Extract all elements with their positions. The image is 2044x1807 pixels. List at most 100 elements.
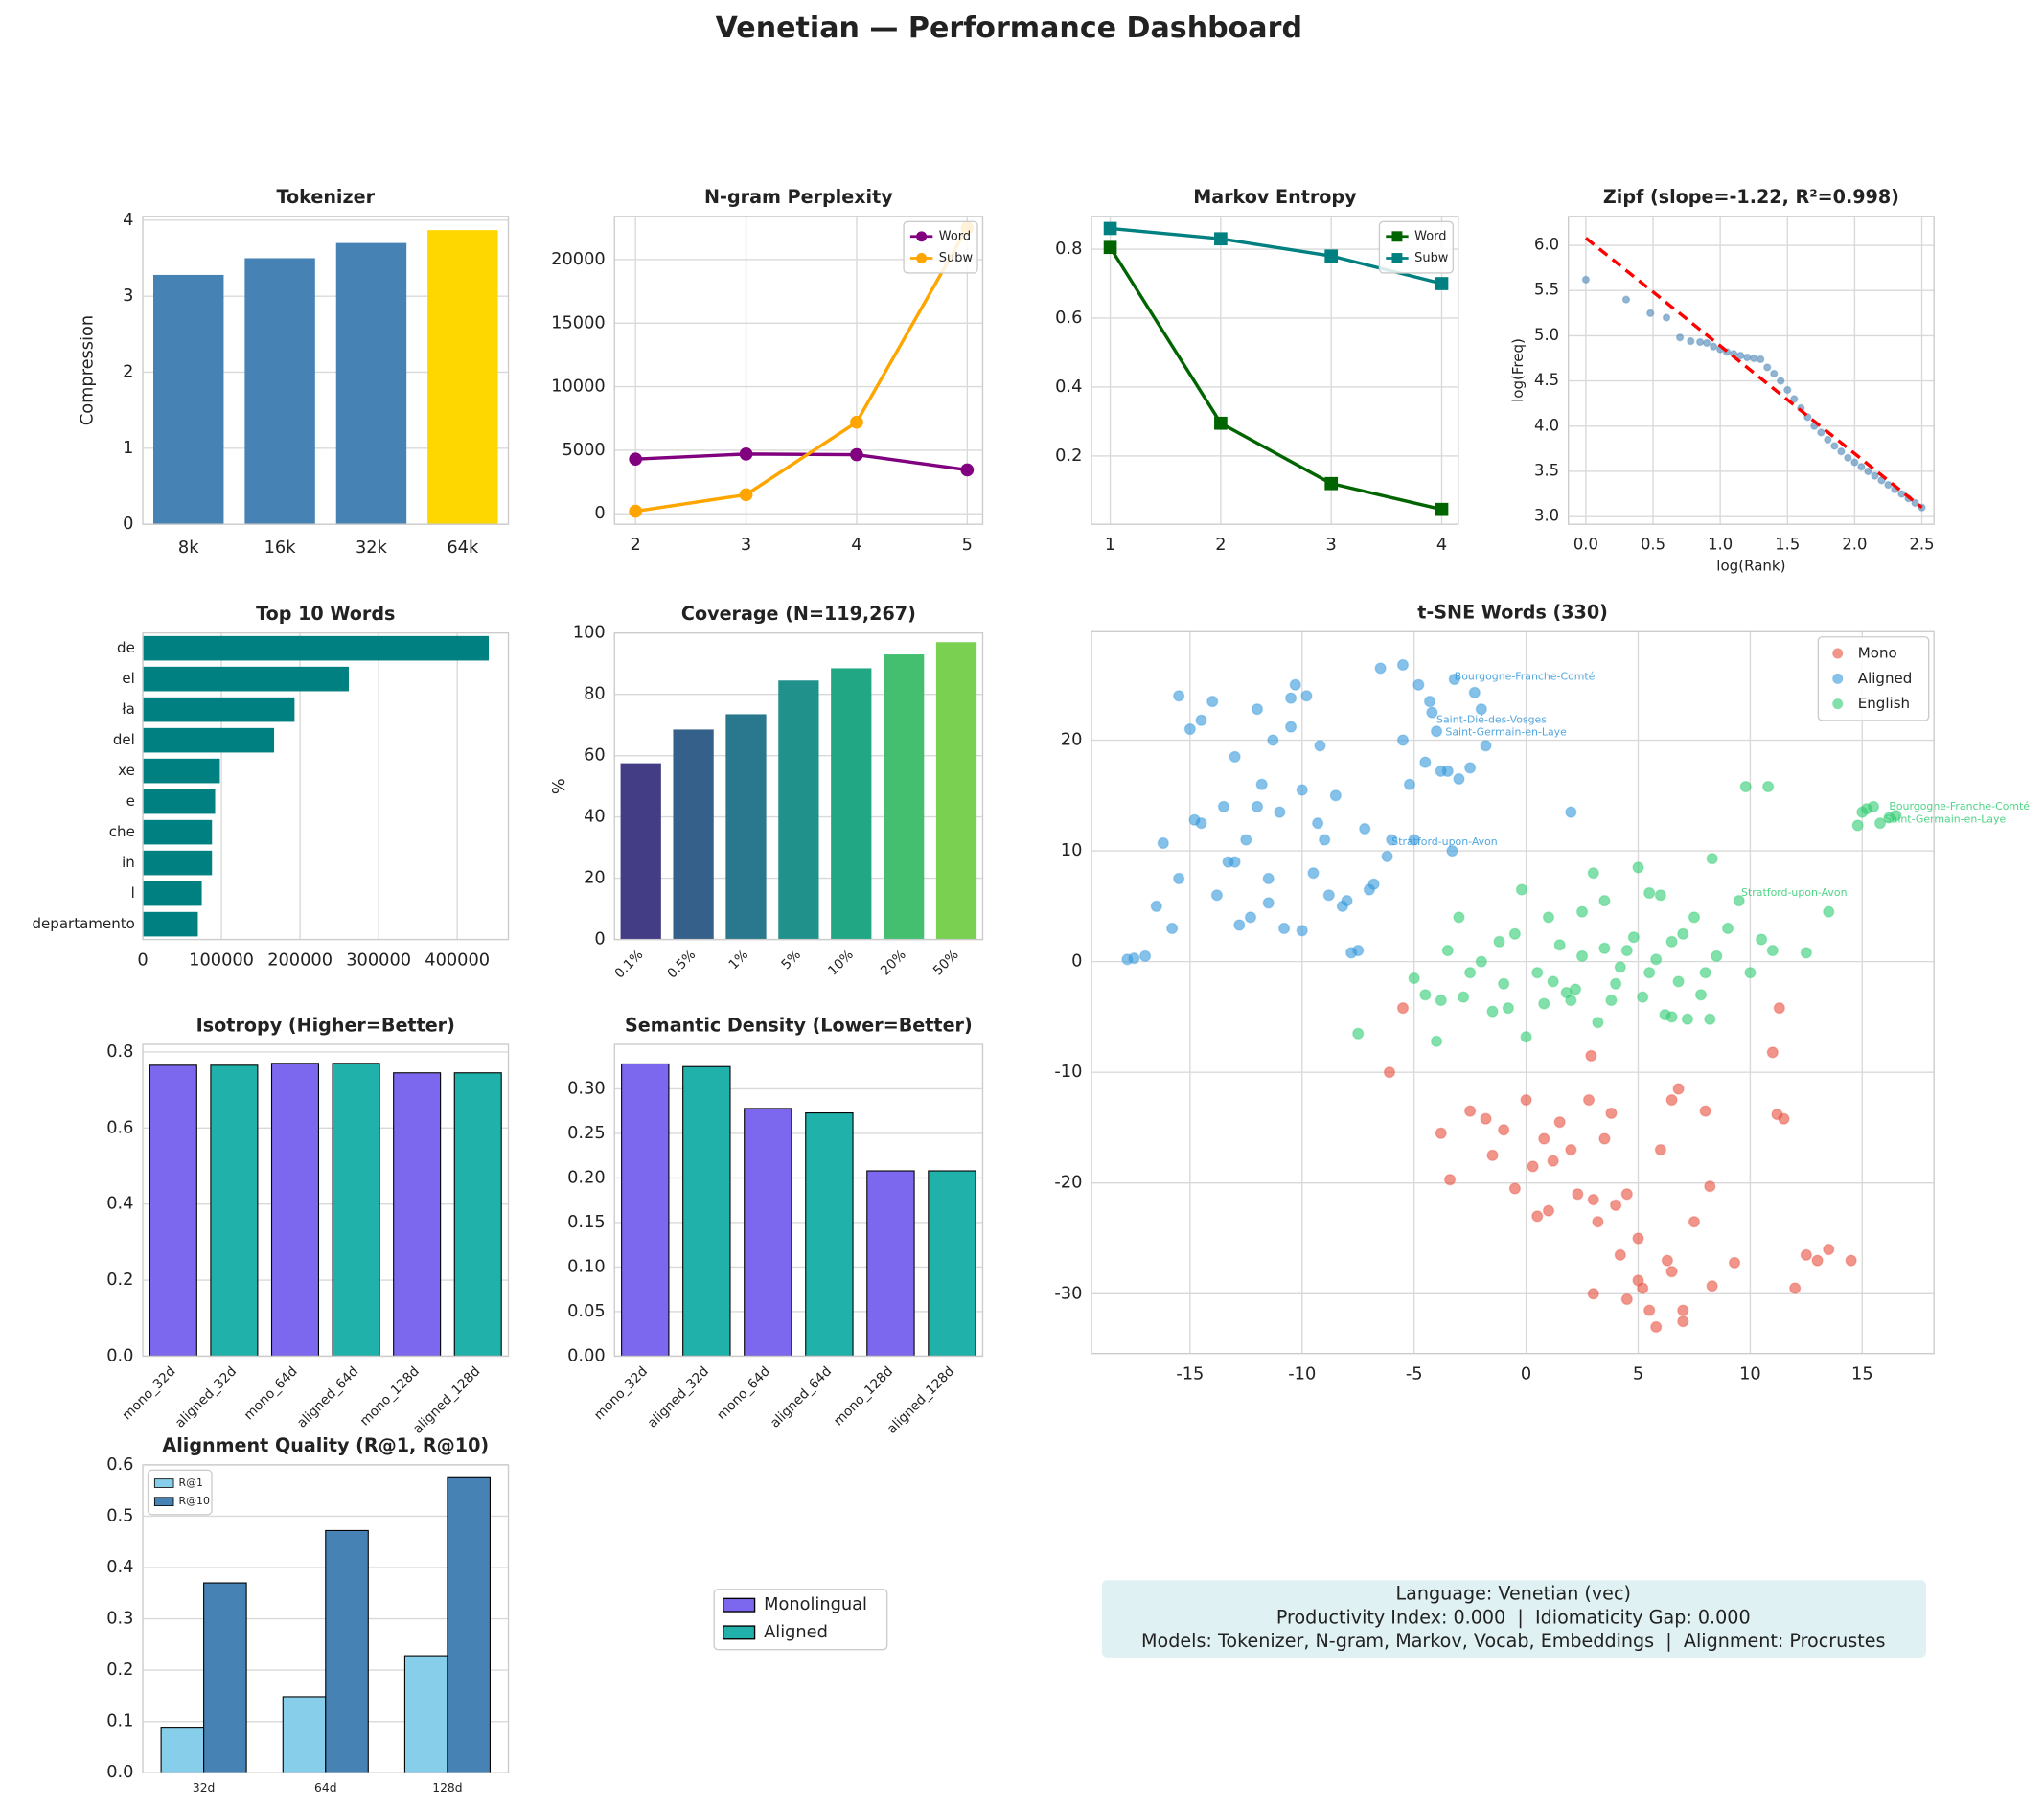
point [1770, 369, 1779, 378]
point [1811, 1254, 1824, 1267]
y-tick-label: 5.0 [1534, 326, 1559, 344]
plot-area [143, 1043, 509, 1357]
point [1643, 886, 1656, 900]
point [1531, 967, 1544, 979]
axes-frame [1091, 216, 1459, 525]
point [1688, 1216, 1701, 1228]
y-tick-label: 4.0 [1534, 416, 1559, 434]
point [1744, 967, 1757, 979]
y-tick-label: del [113, 731, 135, 748]
point [1650, 953, 1663, 966]
marker [629, 504, 643, 518]
point [1318, 834, 1331, 846]
point [1296, 784, 1308, 796]
info-line: Models: Tokenizer, N-gram, Markov, Vocab… [1141, 1630, 1885, 1652]
point [1645, 309, 1655, 318]
legend-label: Word [939, 229, 971, 243]
bar [143, 819, 213, 845]
dashboard-title: Venetian — Performance Dashboard [716, 11, 1302, 45]
x-tick-label: 200000 [267, 950, 333, 970]
y-tick-label: el [122, 670, 134, 687]
point [1665, 1266, 1678, 1278]
x-tick-label: 0 [137, 950, 148, 970]
y-tick-label: xe [118, 762, 135, 779]
legend-box [1817, 636, 1930, 721]
marker [1435, 277, 1449, 290]
x-tick-label: 3 [1326, 536, 1337, 555]
point [1762, 363, 1772, 372]
bar [447, 1476, 491, 1773]
point [1614, 1248, 1626, 1261]
point [1565, 806, 1577, 818]
marker [1435, 502, 1449, 516]
point [1430, 725, 1443, 738]
point [1575, 905, 1589, 918]
point [1587, 867, 1599, 880]
bar [325, 1529, 369, 1773]
point [1553, 1116, 1566, 1129]
bar [884, 654, 925, 940]
point [1605, 994, 1618, 1007]
info-box [1101, 1580, 1926, 1658]
x-tick-label: 1.5 [1775, 536, 1800, 554]
point [1823, 1243, 1835, 1256]
y-tick-label: 20000 [551, 250, 606, 269]
point [1771, 1108, 1783, 1121]
y-tick-label: 1 [123, 439, 133, 458]
point [1592, 1017, 1604, 1029]
bar [203, 1582, 247, 1773]
point [1463, 1105, 1477, 1117]
y-tick-label: 20 [1061, 731, 1083, 750]
point [1677, 1315, 1689, 1328]
point [1475, 703, 1487, 716]
bar [149, 1064, 197, 1357]
point [1520, 1031, 1532, 1043]
point [1857, 463, 1866, 471]
point [1735, 351, 1745, 360]
point [1654, 889, 1667, 902]
point [1435, 994, 1447, 1007]
axes-frame [1567, 216, 1935, 525]
y-tick-label: 15000 [551, 313, 606, 332]
x-tick-label: 0.5 [1641, 536, 1665, 554]
y-tick-label: 0 [594, 504, 605, 523]
point [1783, 385, 1792, 395]
x-tick-label: 64k [447, 538, 479, 558]
point [1233, 919, 1246, 931]
point [1435, 1127, 1447, 1139]
x-tick-label: 2.0 [1842, 536, 1867, 554]
x-tick-label: 0.0 [1573, 536, 1598, 554]
y-tick-label: ła [122, 700, 134, 718]
point [1498, 977, 1510, 990]
x-tick-label: -15 [1176, 1365, 1204, 1384]
x-tick-label: 32k [356, 538, 388, 558]
point [1262, 872, 1275, 885]
point [1396, 658, 1410, 672]
bar [928, 1170, 976, 1357]
legend-label: Aligned [1858, 670, 1912, 687]
chart-title: Alignment Quality (R@1, R@10) [162, 1434, 489, 1456]
point [1681, 1013, 1694, 1025]
bar [935, 642, 977, 940]
x-tick-label: 100000 [189, 950, 254, 970]
x-tick-label: 300000 [346, 950, 411, 970]
point [1585, 1049, 1597, 1062]
point [1441, 765, 1454, 778]
x-tick-label: 2 [631, 536, 641, 555]
marker [739, 488, 753, 502]
bar [682, 1065, 731, 1357]
point [1637, 991, 1649, 1003]
chart-title: Coverage (N=119,267) [681, 603, 916, 625]
point [1620, 1188, 1633, 1201]
y-tick-label: 0.3 [106, 1610, 133, 1629]
point [1443, 1174, 1457, 1186]
point [1756, 355, 1765, 364]
y-tick-label: 0.5 [106, 1506, 133, 1525]
point [1582, 1093, 1596, 1107]
point [1255, 778, 1268, 790]
point [1766, 944, 1779, 957]
point [1790, 395, 1799, 403]
y-tick-label: 3 [123, 286, 133, 306]
legend-marker [1391, 231, 1403, 242]
plot-area [614, 1043, 983, 1357]
